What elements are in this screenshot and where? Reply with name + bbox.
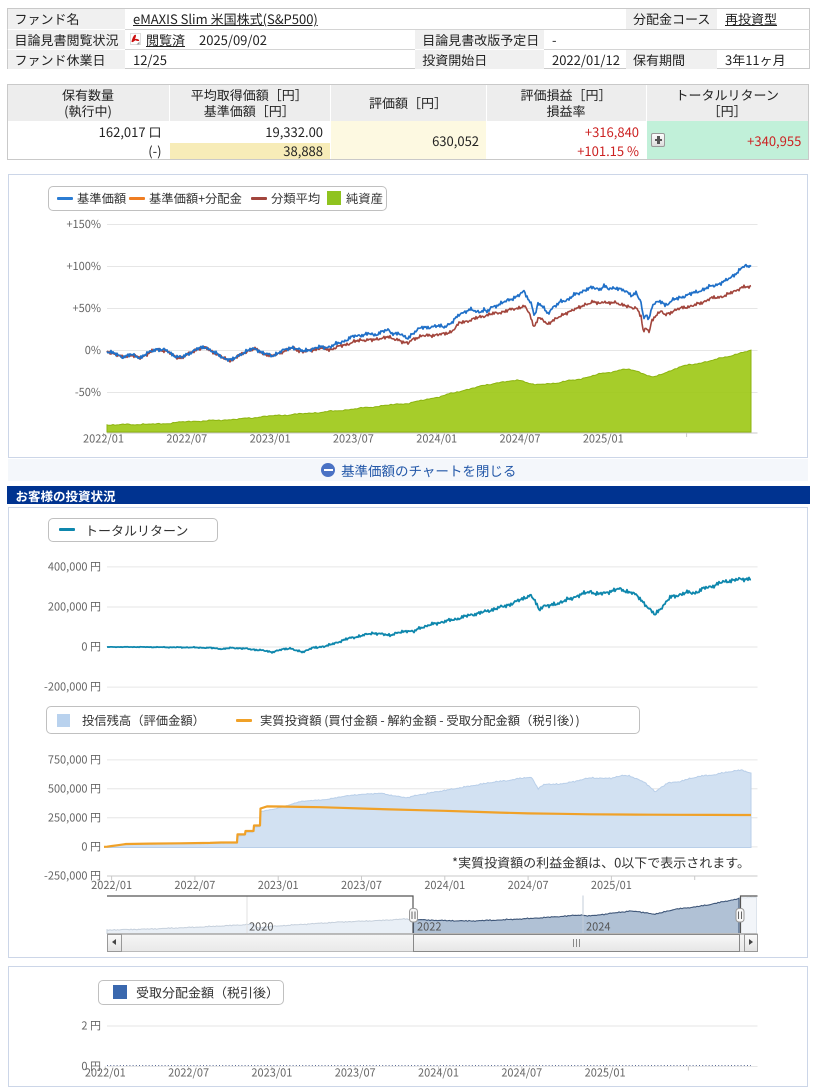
svg-text:*実質投資額の利益金額は、0以下で表示されます。: *実質投資額の利益金額は、0以下で表示されます。: [452, 852, 750, 871]
svg-text:200,000 円: 200,000 円: [48, 598, 101, 614]
svg-text:2022/07: 2022/07: [168, 1065, 209, 1081]
svg-text:2022/01: 2022/01: [85, 1065, 126, 1081]
svg-text:2023/07: 2023/07: [335, 1065, 376, 1081]
svg-text:2025/01: 2025/01: [585, 1065, 626, 1081]
svg-text:2023/07: 2023/07: [341, 877, 382, 893]
svg-text:2024/01: 2024/01: [424, 877, 465, 893]
svg-text:400,000 円: 400,000 円: [48, 558, 101, 574]
svg-text:2022: 2022: [417, 918, 441, 934]
svg-text:2022/01: 2022/01: [83, 430, 124, 446]
svg-text:2024/07: 2024/07: [508, 877, 549, 893]
svg-text:2020: 2020: [249, 918, 273, 934]
svg-text:250,000 円: 250,000 円: [48, 809, 101, 825]
svg-text:2025/01: 2025/01: [591, 877, 632, 893]
svg-text:+150%: +150%: [66, 216, 101, 232]
svg-text:2023/01: 2023/01: [250, 430, 291, 446]
svg-text:2022/07: 2022/07: [166, 430, 207, 446]
svg-text:2024/07: 2024/07: [501, 1065, 542, 1081]
svg-text:2 円: 2 円: [81, 1018, 101, 1034]
svg-text:750,000 円: 750,000 円: [48, 751, 101, 767]
svg-text:2022/01: 2022/01: [91, 877, 132, 893]
svg-text:0 円: 0 円: [81, 638, 101, 654]
svg-text:2024/01: 2024/01: [418, 1065, 459, 1081]
svg-text:+100%: +100%: [66, 258, 101, 274]
svg-text:2023/01: 2023/01: [258, 877, 299, 893]
svg-text:500,000 円: 500,000 円: [48, 780, 101, 796]
svg-text:2022/07: 2022/07: [174, 877, 215, 893]
svg-text:2024/01: 2024/01: [416, 430, 457, 446]
svg-text:-200,000 円: -200,000 円: [44, 678, 101, 694]
svg-text:0 円: 0 円: [81, 838, 101, 854]
svg-text:0%: 0%: [85, 342, 101, 358]
svg-text:2024: 2024: [586, 918, 610, 934]
svg-text:0 円: 0 円: [81, 1058, 101, 1074]
svg-text:-50%: -50%: [75, 384, 101, 400]
svg-text:+50%: +50%: [73, 300, 101, 316]
svg-text:2024/07: 2024/07: [500, 430, 541, 446]
svg-text:-250,000 円: -250,000 円: [44, 867, 101, 883]
svg-text:2023/01: 2023/01: [251, 1065, 292, 1081]
svg-text:2025/01: 2025/01: [583, 430, 624, 446]
svg-text:2023/07: 2023/07: [333, 430, 374, 446]
